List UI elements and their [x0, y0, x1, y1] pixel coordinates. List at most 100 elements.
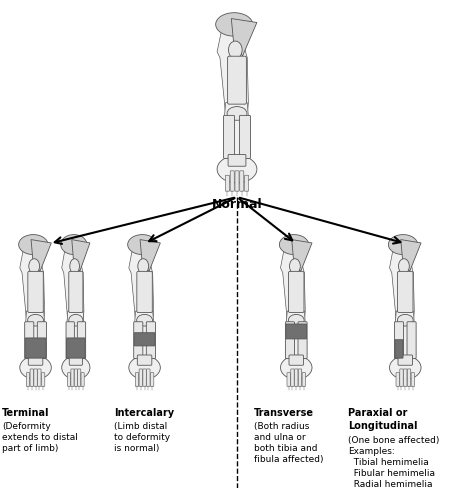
FancyBboxPatch shape [30, 369, 34, 386]
FancyBboxPatch shape [77, 322, 86, 359]
Ellipse shape [27, 315, 44, 326]
FancyBboxPatch shape [245, 176, 248, 192]
FancyBboxPatch shape [146, 369, 150, 386]
Text: (Deformity
extends to distal
part of limb): (Deformity extends to distal part of lim… [2, 421, 78, 452]
Text: Terminal: Terminal [2, 407, 50, 417]
FancyBboxPatch shape [403, 369, 407, 386]
Polygon shape [129, 245, 154, 323]
Polygon shape [281, 245, 305, 323]
Polygon shape [390, 245, 414, 323]
FancyBboxPatch shape [28, 355, 43, 366]
FancyBboxPatch shape [137, 355, 152, 366]
Ellipse shape [399, 259, 410, 274]
Text: (One bone affected)
Examples:
  Tibial hemimelia
  Fibular hemimelia
  Radial he: (One bone affected) Examples: Tibial hem… [348, 435, 440, 488]
FancyBboxPatch shape [146, 322, 155, 359]
Text: (Both radius
and ulna or
both tibia and
fibula affected): (Both radius and ulna or both tibia and … [254, 421, 323, 464]
FancyBboxPatch shape [230, 171, 234, 192]
Text: Paraxial or
Longitudinal: Paraxial or Longitudinal [348, 407, 418, 430]
FancyBboxPatch shape [150, 373, 154, 386]
Polygon shape [140, 240, 160, 272]
FancyBboxPatch shape [28, 272, 43, 313]
FancyBboxPatch shape [135, 373, 139, 386]
Ellipse shape [397, 315, 413, 326]
FancyBboxPatch shape [235, 171, 239, 192]
FancyBboxPatch shape [398, 272, 413, 313]
Ellipse shape [390, 356, 421, 380]
Ellipse shape [138, 259, 149, 274]
FancyBboxPatch shape [294, 369, 298, 386]
FancyBboxPatch shape [67, 373, 71, 386]
FancyBboxPatch shape [407, 322, 416, 359]
FancyBboxPatch shape [37, 369, 41, 386]
Ellipse shape [29, 259, 40, 274]
FancyBboxPatch shape [224, 116, 235, 159]
Ellipse shape [228, 42, 242, 60]
FancyBboxPatch shape [34, 369, 37, 386]
Ellipse shape [70, 259, 80, 274]
FancyBboxPatch shape [71, 369, 74, 386]
Ellipse shape [18, 235, 48, 255]
FancyBboxPatch shape [139, 369, 143, 386]
Ellipse shape [128, 235, 157, 255]
Text: Normal: Normal [212, 198, 262, 211]
FancyBboxPatch shape [25, 322, 34, 359]
FancyBboxPatch shape [289, 355, 303, 366]
Ellipse shape [216, 14, 253, 37]
Polygon shape [72, 240, 90, 272]
FancyBboxPatch shape [26, 373, 30, 386]
FancyBboxPatch shape [411, 373, 415, 386]
Polygon shape [286, 311, 305, 358]
Ellipse shape [388, 235, 418, 255]
FancyBboxPatch shape [69, 272, 83, 313]
FancyBboxPatch shape [137, 272, 152, 313]
FancyBboxPatch shape [25, 338, 46, 358]
Polygon shape [401, 240, 421, 272]
Polygon shape [231, 20, 257, 57]
FancyBboxPatch shape [66, 338, 85, 358]
Polygon shape [395, 311, 414, 358]
FancyBboxPatch shape [298, 369, 302, 386]
Polygon shape [135, 311, 154, 358]
Text: Intercalary: Intercalary [114, 407, 174, 417]
FancyBboxPatch shape [287, 373, 291, 386]
Ellipse shape [288, 315, 304, 326]
Ellipse shape [20, 356, 51, 380]
Ellipse shape [129, 356, 160, 380]
Polygon shape [217, 25, 248, 117]
FancyBboxPatch shape [398, 355, 412, 366]
FancyBboxPatch shape [74, 369, 77, 386]
FancyBboxPatch shape [400, 369, 403, 386]
Text: (Limb distal
to deformity
is normal): (Limb distal to deformity is normal) [114, 421, 170, 452]
FancyBboxPatch shape [407, 369, 411, 386]
FancyBboxPatch shape [394, 322, 403, 359]
Polygon shape [67, 311, 84, 358]
FancyBboxPatch shape [143, 369, 146, 386]
FancyBboxPatch shape [302, 373, 306, 386]
Ellipse shape [69, 315, 83, 326]
FancyBboxPatch shape [41, 373, 45, 386]
Ellipse shape [217, 156, 257, 183]
FancyBboxPatch shape [285, 322, 294, 359]
FancyBboxPatch shape [228, 57, 246, 105]
FancyBboxPatch shape [37, 322, 46, 359]
FancyBboxPatch shape [395, 340, 403, 358]
Ellipse shape [281, 356, 312, 380]
Ellipse shape [61, 235, 87, 255]
Text: Transverse: Transverse [254, 407, 314, 417]
Polygon shape [292, 240, 312, 272]
FancyBboxPatch shape [228, 155, 246, 167]
Polygon shape [62, 245, 84, 323]
FancyBboxPatch shape [240, 171, 244, 192]
FancyBboxPatch shape [291, 369, 294, 386]
FancyBboxPatch shape [66, 322, 74, 359]
FancyBboxPatch shape [226, 176, 229, 192]
FancyBboxPatch shape [69, 355, 82, 366]
Polygon shape [26, 311, 45, 358]
Polygon shape [20, 245, 45, 323]
FancyBboxPatch shape [78, 369, 81, 386]
Ellipse shape [279, 235, 309, 255]
FancyBboxPatch shape [134, 333, 155, 346]
Ellipse shape [137, 315, 153, 326]
FancyBboxPatch shape [289, 272, 304, 313]
FancyBboxPatch shape [239, 116, 250, 159]
